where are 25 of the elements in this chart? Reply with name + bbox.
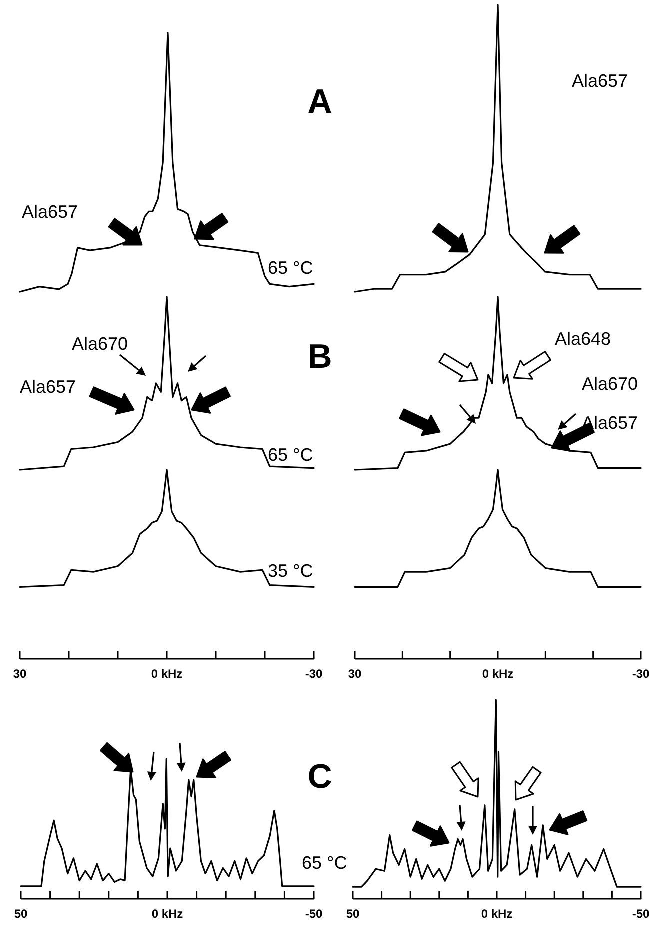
x-tick-label: 30 (348, 667, 362, 681)
annotation: 35 °C (268, 561, 314, 581)
annotation: Ala648 (555, 329, 612, 349)
annotation: Ala657 (20, 377, 76, 397)
x-tick-label: 50 (346, 907, 360, 921)
x-tick-label: 0 kHz (481, 907, 513, 921)
annotation: 65 °C (302, 853, 348, 873)
annotation: C (308, 758, 332, 796)
annotation: Ala670 (72, 334, 128, 354)
x-tick-label: -30 (305, 667, 323, 681)
x-tick-label: 50 (14, 907, 28, 921)
annotation: 65 °C (268, 445, 314, 465)
x-tick-label: 0 kHz (151, 667, 183, 681)
annotation: Ala657 (572, 71, 628, 91)
x-tick-label: -50 (632, 907, 649, 921)
x-tick-label: -30 (632, 667, 649, 681)
x-tick-label: -50 (305, 907, 323, 921)
annotation: Ala657 (22, 202, 78, 222)
annotation: B (308, 338, 332, 376)
annotation: Ala670 (582, 374, 638, 394)
annotation: 65 °C (268, 258, 314, 278)
x-tick-label: 0 kHz (152, 907, 184, 921)
x-tick-label: 30 (13, 667, 27, 681)
x-tick-label: 0 kHz (482, 667, 514, 681)
annotation: A (308, 83, 332, 121)
